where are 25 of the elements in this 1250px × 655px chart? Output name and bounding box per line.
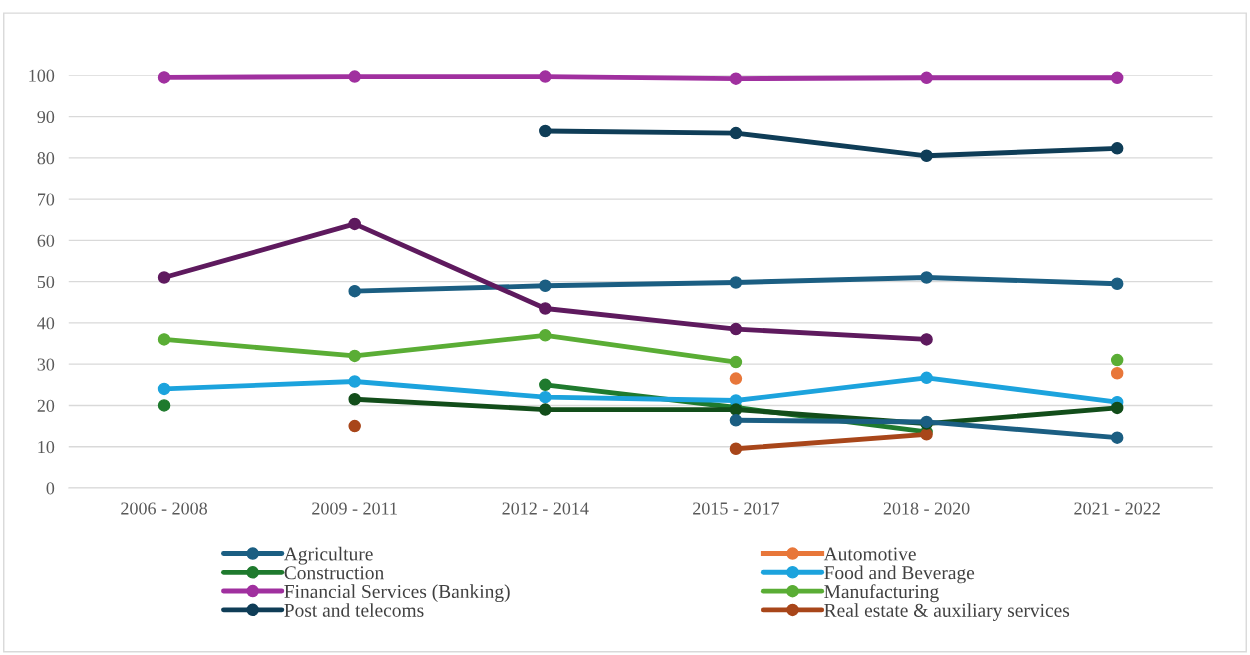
y-tick-label: 10 [38,440,55,454]
y-tick-label: 0 [46,482,55,495]
legend-label: Manufacturing [824,584,939,603]
y-tick-label: 30 [37,358,55,371]
x-tick-label: 2009 - 2011 [312,502,397,515]
y-tick-label: 70 [38,193,55,206]
legend-label: Food and Beverage [824,565,975,584]
y-tick-label: 20 [37,399,55,412]
x-tick-label: 2015 - 2017 [693,502,780,515]
y-tick-label: 50 [37,275,55,289]
y-tick-label: 100 [29,69,55,82]
legend-label: Financial Services (Banking) [284,584,510,603]
x-tick-label: 2012 - 2014 [502,502,589,515]
legend-label: Post and telecoms [284,603,424,617]
y-tick-label: 60 [37,234,55,247]
legend-label: Automotive [823,547,916,561]
legend-label: Construction [284,566,384,580]
x-tick-label: 2021 - 2022 [1074,502,1160,515]
legend-label: Agriculture [283,546,373,565]
legend-label: Real estate & auxiliary services [824,603,1070,621]
y-tick-label: 80 [37,152,55,165]
y-tick-label: 40 [37,317,55,330]
x-tick-label: 2018 - 2020 [883,502,970,515]
y-tick-label: 90 [37,110,55,124]
x-tick-label: 2006 - 2008 [121,502,208,515]
